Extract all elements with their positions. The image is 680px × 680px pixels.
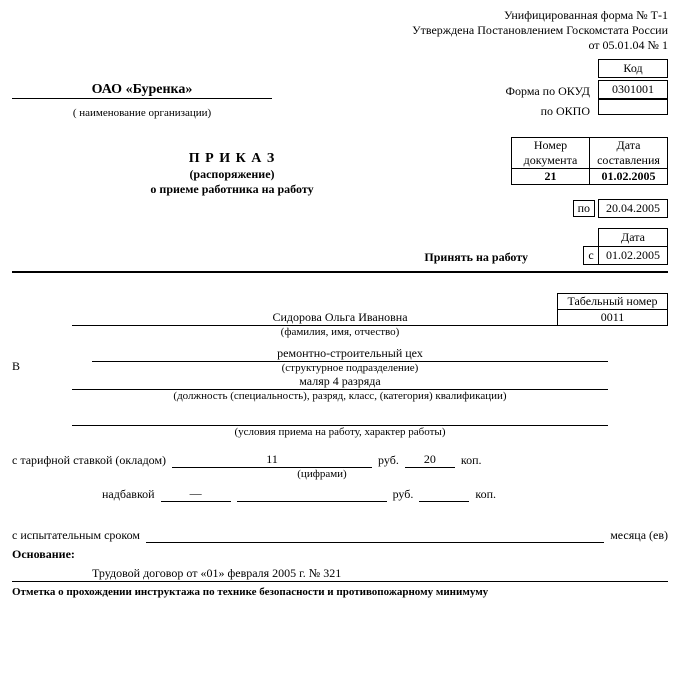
s-value: 01.02.2005 <box>598 246 668 265</box>
okud-value: 0301001 <box>598 80 668 99</box>
docnum-hdr-date: Дата составления <box>590 138 668 169</box>
docnum-date: 01.02.2005 <box>590 169 668 185</box>
v-label: В <box>12 359 32 374</box>
header-line1: Унифицированная форма № Т-1 <box>12 8 668 23</box>
tsifr-sub: (цифрами) <box>272 468 372 480</box>
tabnum-label: Табельный номер <box>558 294 668 310</box>
fio: Сидорова Ольга Ивановна <box>72 310 608 326</box>
tabnum-value: 0011 <box>558 310 668 326</box>
footer-note: Отметка о прохождении инструктажа по тех… <box>12 586 668 598</box>
kop-label: коп. <box>461 453 482 468</box>
docnum-num: 21 <box>512 169 590 185</box>
nadb-blank <box>237 486 387 502</box>
dept-sub: (структурное подразделение) <box>32 362 668 374</box>
okpo-value <box>598 99 668 115</box>
okud-label: Форма по ОКУД <box>506 84 590 98</box>
basis-label: Основание: <box>12 547 668 562</box>
kod-label: Код <box>598 59 668 78</box>
tarif-rub: 11 <box>172 452 372 468</box>
title-prikaz: П Р И К А З <box>12 151 452 167</box>
okpo-label: по ОКПО <box>541 104 590 118</box>
period-po-row: по 20.04.2005 <box>12 199 668 218</box>
kod-block: Код <box>12 59 668 78</box>
po-value: 20.04.2005 <box>598 199 668 218</box>
rub-label: руб. <box>378 453 399 468</box>
nadb-kop <box>419 501 469 502</box>
header-line2: Утверждена Постановлением Госкомстата Ро… <box>12 23 668 38</box>
trial-label: с испытательным сроком <box>12 528 140 543</box>
trial-unit: месяца (ев) <box>610 528 668 543</box>
accept-label: Принять на работу <box>424 250 528 264</box>
divider <box>12 271 668 273</box>
date-label: Дата <box>598 228 668 247</box>
job: маляр 4 разряда <box>72 374 608 390</box>
po-label: по <box>573 200 595 217</box>
title-rasp: (распоряжение) <box>12 167 452 182</box>
job-sub: (должность (специальность), разряд, клас… <box>72 390 608 402</box>
rub-label2: руб. <box>393 487 414 502</box>
tarif-kop: 20 <box>405 452 455 468</box>
nadb-rub: — <box>161 486 231 502</box>
kop-label2: коп. <box>475 487 496 502</box>
title-subj: о приеме работника на работу <box>12 182 452 197</box>
dept: ремонтно-строительный цех <box>92 346 608 362</box>
nadb-label: надбавкой <box>102 487 155 502</box>
s-label: с <box>583 246 599 265</box>
cond <box>72 412 608 426</box>
org-name: ОАО «Буренка» <box>12 82 272 99</box>
org-sub: ( наименование организации) <box>12 107 272 119</box>
header-line3: от 05.01.04 № 1 <box>12 38 668 53</box>
trial-value <box>146 529 604 543</box>
fio-sub: (фамилия, имя, отчество) <box>72 326 608 338</box>
tarif-label: с тарифной ставкой (окладом) <box>12 453 166 468</box>
cond-sub: (условия приема на работу, характер рабо… <box>72 426 608 438</box>
form-header: Унифицированная форма № Т-1 Утверждена П… <box>12 8 668 53</box>
docnum-hdr-num: Номер документа <box>512 138 590 169</box>
basis-text: Трудовой договор от «01» февраля 2005 г.… <box>12 566 668 582</box>
